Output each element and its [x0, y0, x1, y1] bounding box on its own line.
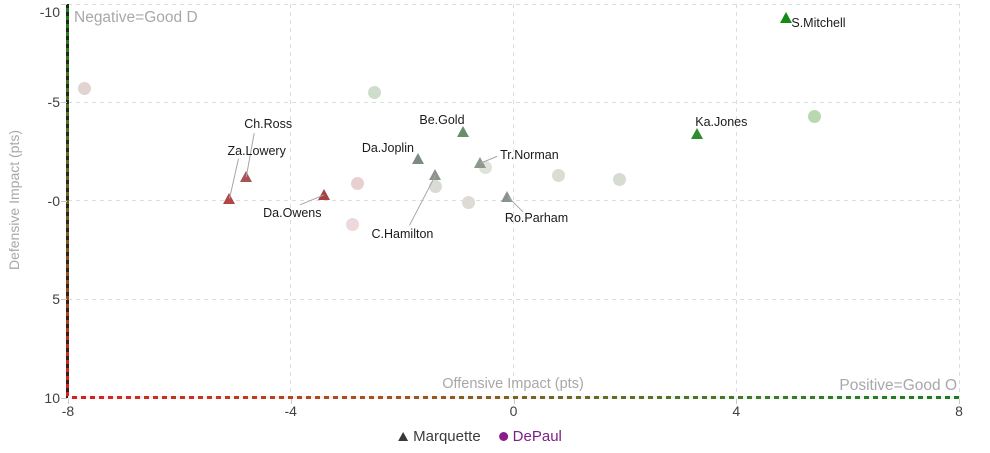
data-point-depaul[interactable] — [78, 82, 92, 96]
y-axis-tick — [61, 102, 67, 104]
data-point-be-gold[interactable] — [456, 125, 469, 137]
y-axis-tick — [61, 299, 67, 301]
x-axis-tick — [959, 399, 960, 404]
gridline-vertical — [958, 4, 960, 398]
data-point-depaul[interactable] — [462, 196, 476, 210]
data-point-ka-jones[interactable] — [690, 127, 703, 139]
point-label-da-joplin: Da.Joplin — [361, 141, 414, 156]
point-label-be-gold: Be.Gold — [419, 112, 465, 127]
data-point-depaul[interactable] — [351, 176, 365, 190]
legend-item-marquette[interactable]: Marquette — [398, 428, 481, 445]
y-axis-tick — [61, 200, 67, 202]
circle-marker-icon — [498, 432, 508, 441]
y-tick-label: -5 — [47, 94, 60, 111]
y-tick-label: 10 — [44, 389, 60, 406]
data-point-tr-norman[interactable] — [473, 157, 486, 169]
point-label-tr-norman: Tr.Norman — [500, 148, 559, 163]
x-tick-label: -4 — [284, 403, 297, 419]
y-axis-gradient-line — [66, 4, 69, 398]
point-label-ro-parham: Ro.Parham — [504, 210, 569, 225]
point-label-ka-jones: Ka.Jones — [695, 114, 748, 129]
legend-label-depaul: DePaul — [512, 428, 562, 445]
data-point-s-mitchell[interactable] — [779, 11, 792, 23]
point-label-s-mitchell: S.Mitchell — [791, 15, 846, 30]
data-point-da-joplin[interactable] — [412, 153, 425, 165]
data-point-ro-parham[interactable] — [501, 190, 514, 202]
y-axis-title: Defensive Impact (pts) — [6, 129, 22, 271]
data-point-depaul[interactable] — [345, 217, 359, 231]
x-axis-tick — [513, 399, 515, 404]
x-axis-title: Offensive Impact (pts) — [442, 376, 584, 392]
gridline-horizontal — [68, 101, 959, 103]
data-point-depaul[interactable] — [551, 168, 565, 182]
data-point-za-lowery[interactable] — [222, 192, 235, 204]
legend-label-marquette: Marquette — [413, 428, 481, 445]
point-label-za-lowery: Za.Lowery — [227, 143, 286, 158]
data-point-da-owens[interactable] — [317, 188, 330, 200]
x-tick-label: -8 — [61, 403, 75, 419]
x-axis-tick — [736, 399, 738, 404]
legend: Marquette DePaul — [398, 428, 562, 445]
point-label-c-hamilton: C.Hamilton — [371, 227, 434, 242]
y-tick-label: 5 — [52, 291, 60, 308]
y-axis-tick — [61, 397, 67, 399]
triangle-marker-icon — [398, 432, 409, 441]
data-point-ch-ross[interactable] — [239, 171, 252, 183]
y-tick-label: -0 — [47, 192, 60, 209]
x-tick-label: 0 — [509, 403, 518, 419]
x-tick-label: 8 — [955, 403, 963, 419]
annotation-negative-good-d: Negative=Good D — [74, 9, 198, 26]
legend-item-depaul[interactable]: DePaul — [498, 428, 562, 445]
x-tick-label: 4 — [732, 403, 741, 419]
point-label-ch-ross: Ch.Ross — [244, 117, 293, 132]
gridline-horizontal — [68, 3, 959, 5]
x-axis-gradient-line — [68, 396, 959, 399]
gridline-horizontal — [68, 298, 959, 300]
data-point-depaul[interactable] — [612, 172, 626, 186]
data-point-c-hamilton[interactable] — [429, 169, 442, 181]
data-point-depaul[interactable] — [367, 86, 381, 100]
x-axis-tick — [68, 399, 69, 404]
annotation-positive-good-o: Positive=Good O — [839, 377, 957, 394]
point-label-da-owens: Da.Owens — [263, 205, 322, 220]
x-axis-tick — [290, 399, 292, 404]
y-tick-label: -10 — [39, 4, 60, 20]
y-axis-tick — [61, 4, 67, 5]
data-point-depaul[interactable] — [807, 109, 821, 123]
